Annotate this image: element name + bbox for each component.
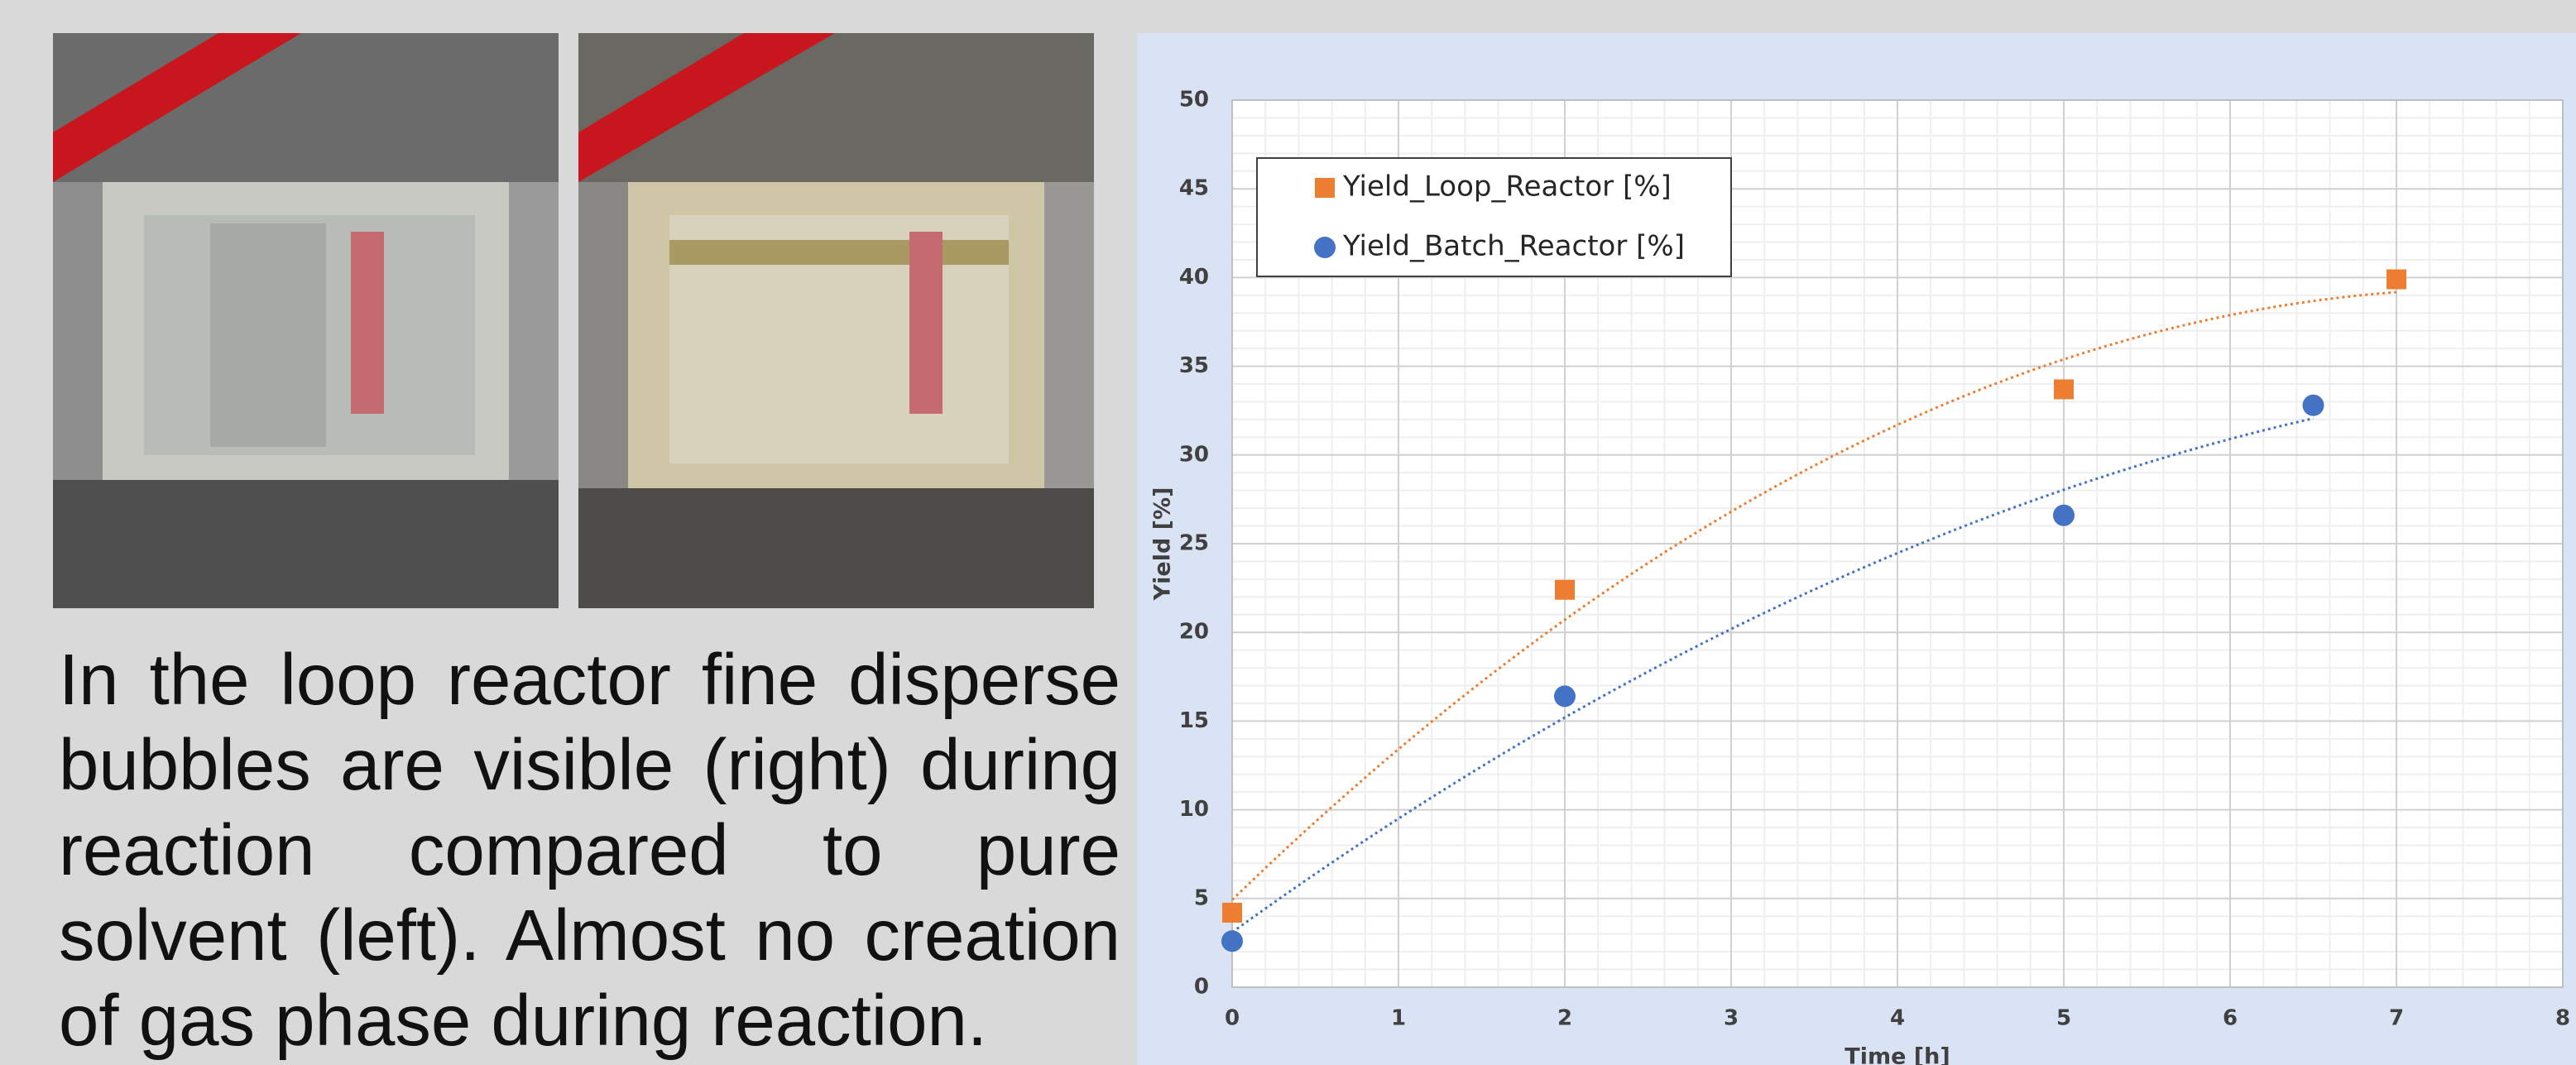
x-tick-label: 5 <box>2056 1006 2071 1031</box>
data-point <box>2303 395 2324 416</box>
y-tick-label: 25 <box>1179 531 1209 556</box>
y-tick-label: 50 <box>1179 88 1209 113</box>
legend-label: Yield_Loop_Reactor [%] <box>1342 170 1672 204</box>
y-tick-label: 15 <box>1179 708 1209 733</box>
x-tick-label: 7 <box>2389 1006 2404 1031</box>
x-tick-label: 1 <box>1391 1006 1406 1031</box>
x-tick-label: 4 <box>1890 1006 1905 1031</box>
caption: In the loop reactor fine disperse bubble… <box>59 637 1120 1063</box>
photo-left <box>53 33 559 608</box>
data-point <box>1554 685 1576 707</box>
y-tick-label: 20 <box>1179 620 1209 645</box>
legend-marker <box>1314 237 1336 258</box>
x-tick-label: 2 <box>1557 1006 1572 1031</box>
data-point <box>1222 903 1242 923</box>
x-tick-label: 8 <box>2555 1006 2570 1031</box>
x-axis-label: Time [h] <box>1844 1044 1950 1065</box>
y-tick-label: 5 <box>1194 885 1209 910</box>
photo-right <box>578 33 1094 608</box>
data-point <box>2054 379 2074 399</box>
y-tick-label: 35 <box>1179 353 1209 378</box>
data-point <box>2387 270 2406 290</box>
data-point <box>1555 580 1575 600</box>
y-axis-label: Yield [%] <box>1150 487 1176 602</box>
y-tick-label: 0 <box>1194 975 1209 1000</box>
legend-marker <box>1315 178 1335 198</box>
data-point <box>1221 930 1243 952</box>
x-tick-label: 0 <box>1225 1006 1240 1031</box>
y-tick-label: 10 <box>1179 797 1209 822</box>
y-tick-label: 40 <box>1179 265 1209 290</box>
data-point <box>2053 505 2075 526</box>
y-tick-label: 30 <box>1179 442 1209 467</box>
x-tick-label: 3 <box>1724 1006 1739 1031</box>
page: In the loop reactor fine disperse bubble… <box>0 0 2576 1065</box>
legend-label: Yield_Batch_Reactor [%] <box>1342 230 1685 263</box>
y-tick-label: 45 <box>1179 176 1209 201</box>
x-tick-label: 6 <box>2223 1006 2238 1031</box>
